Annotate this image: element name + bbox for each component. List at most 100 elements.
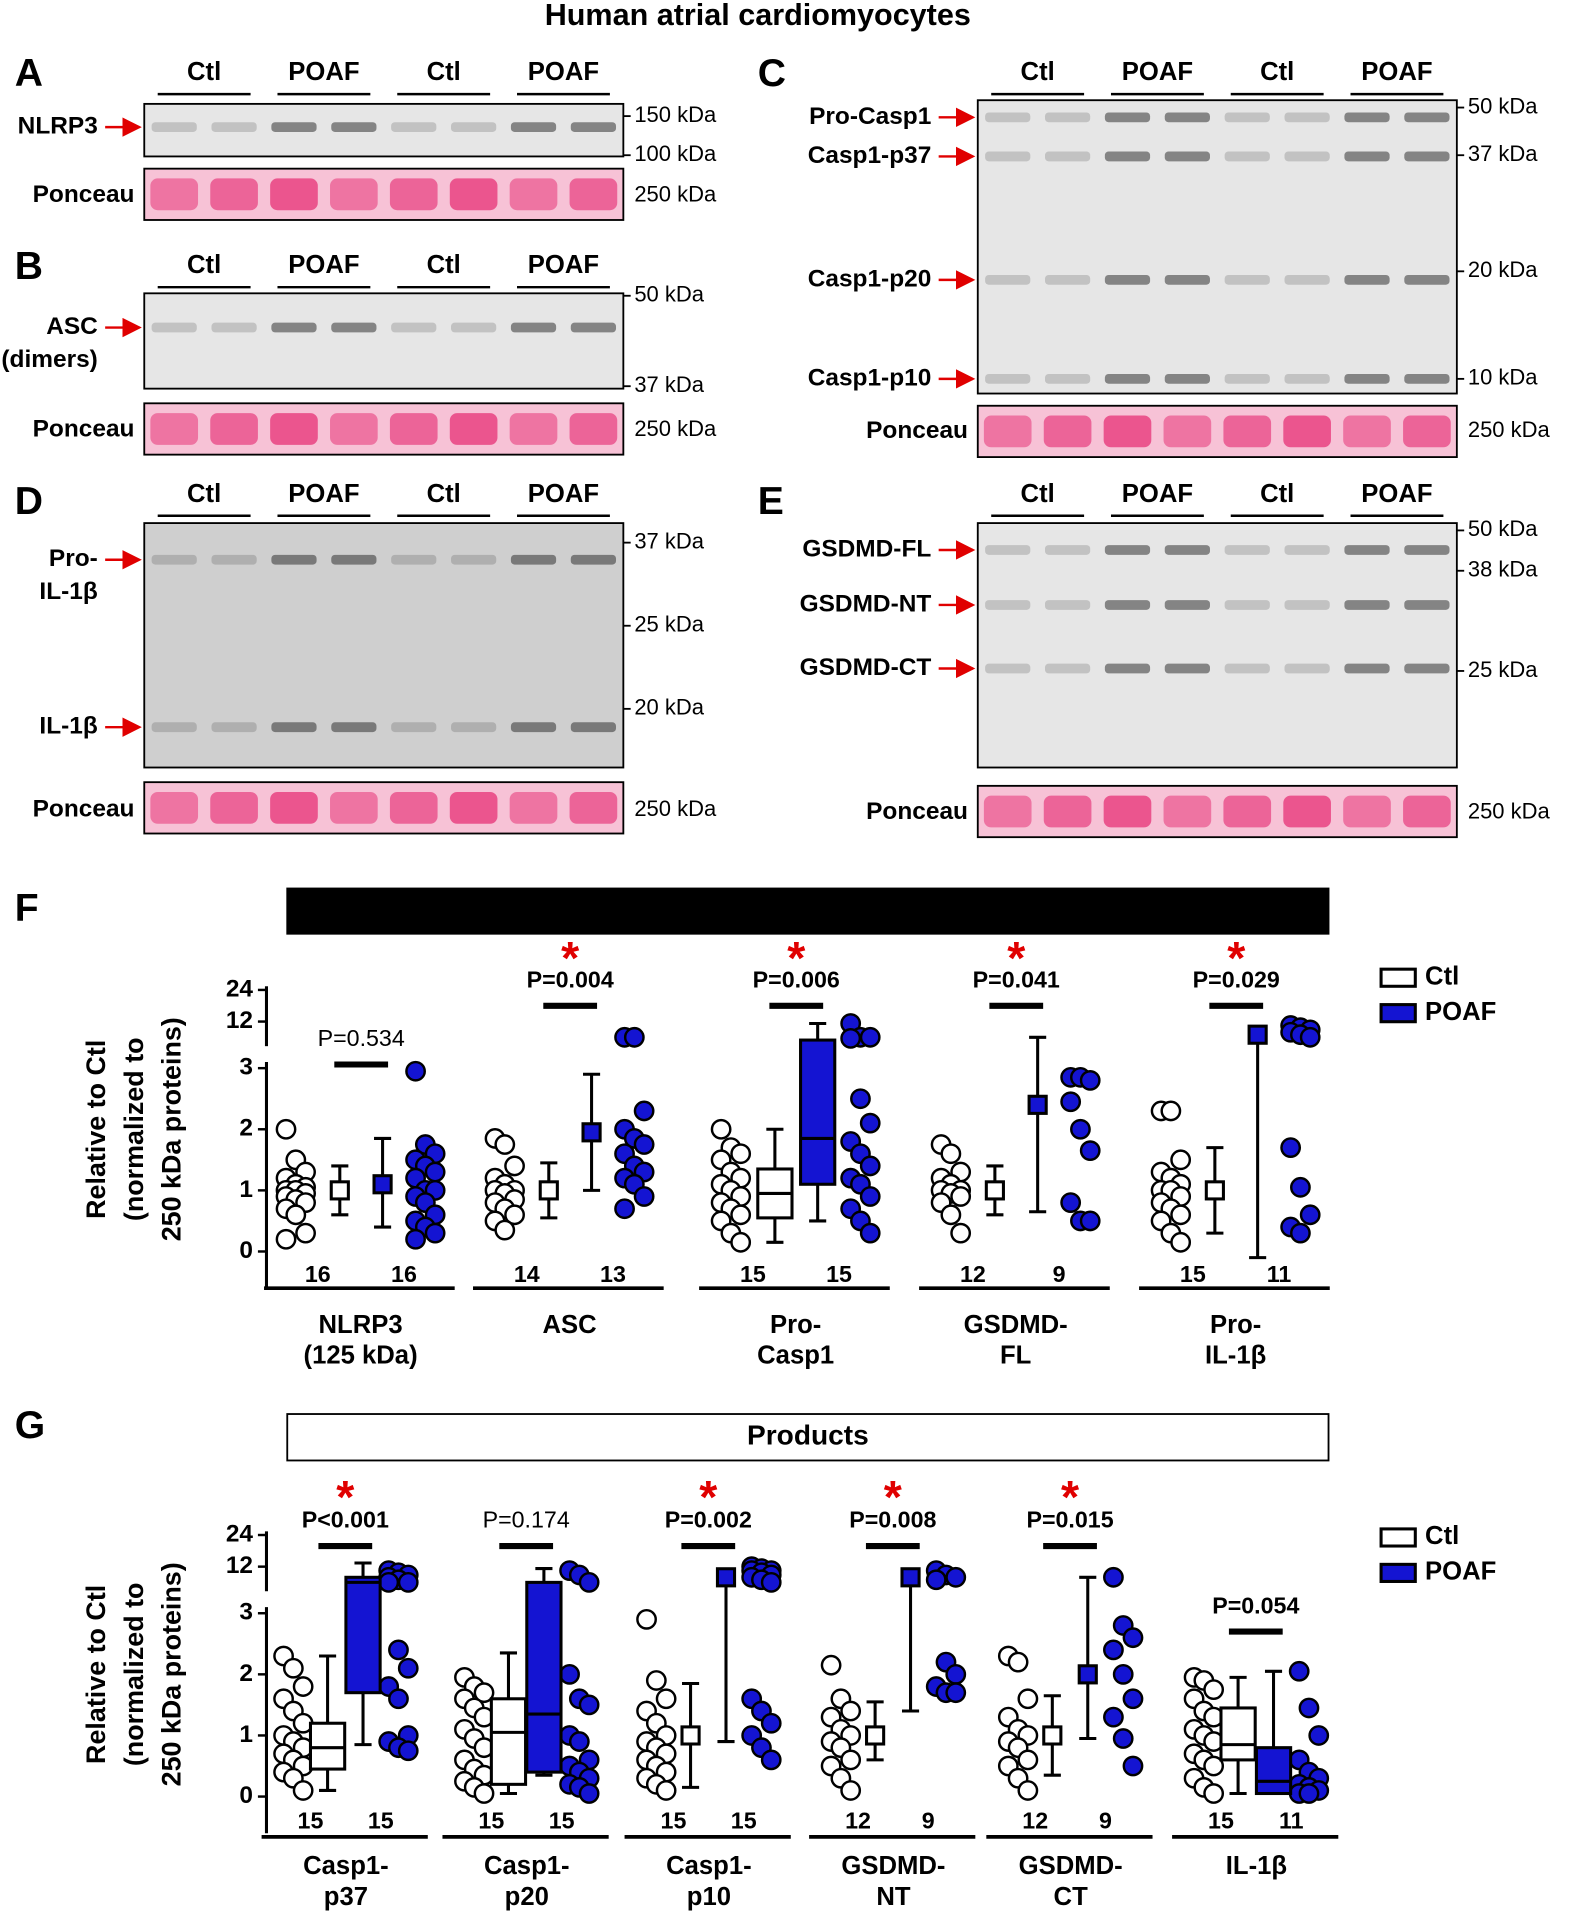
data-point bbox=[1017, 1749, 1039, 1771]
group-label: NT bbox=[876, 1883, 911, 1911]
data-point bbox=[292, 1676, 314, 1697]
n-label: 12 bbox=[1022, 1807, 1048, 1833]
blot-band bbox=[1284, 373, 1330, 384]
p-value: P=0.041 bbox=[973, 967, 1060, 993]
loading-label: Ponceau bbox=[33, 796, 135, 823]
data-point bbox=[1079, 1140, 1101, 1162]
data-point bbox=[730, 1204, 752, 1226]
lane-header: Ctl bbox=[1021, 58, 1055, 86]
blot-band bbox=[510, 322, 557, 333]
ponceau-lane bbox=[1163, 415, 1212, 448]
y-axis-label: 250 kDa proteins) bbox=[157, 1017, 187, 1241]
blot-band bbox=[451, 554, 497, 565]
blot-band bbox=[1284, 663, 1330, 674]
blot-band bbox=[985, 112, 1031, 123]
data-point bbox=[710, 1118, 732, 1140]
blot-band bbox=[1224, 373, 1270, 384]
blot-band bbox=[1104, 600, 1151, 610]
data-point bbox=[950, 1222, 972, 1244]
data-point bbox=[840, 1027, 862, 1049]
data-point bbox=[1290, 1222, 1311, 1244]
blot-band bbox=[1284, 600, 1330, 610]
data-point bbox=[388, 1639, 409, 1661]
lane-header: POAF bbox=[528, 480, 599, 508]
significance-star: * bbox=[787, 932, 806, 984]
data-point bbox=[1308, 1725, 1330, 1746]
data-point bbox=[760, 1712, 782, 1734]
data-point bbox=[614, 1198, 635, 1220]
y-tick-label: 3 bbox=[239, 1599, 253, 1626]
ponceau-lane bbox=[1223, 795, 1272, 828]
group-label: Casp1- bbox=[484, 1852, 570, 1880]
data-point bbox=[633, 1186, 655, 1207]
blot-band bbox=[1344, 151, 1390, 162]
mean-marker bbox=[538, 1180, 559, 1201]
blot-band bbox=[1224, 663, 1270, 674]
blot-band bbox=[1224, 545, 1270, 555]
data-point bbox=[945, 1663, 967, 1685]
n-label: 16 bbox=[305, 1261, 331, 1287]
blot-band bbox=[1104, 151, 1151, 162]
mean-marker bbox=[1042, 1725, 1063, 1746]
lane-header: POAF bbox=[1122, 58, 1193, 86]
blot-band bbox=[985, 663, 1031, 674]
n-label: 16 bbox=[391, 1261, 417, 1287]
blot-band bbox=[1224, 274, 1270, 285]
data-point bbox=[405, 1228, 426, 1250]
size-marker: 20 kDa bbox=[634, 695, 704, 720]
n-label: 15 bbox=[298, 1807, 324, 1833]
lane-header: POAF bbox=[528, 58, 599, 86]
blot-band bbox=[1164, 151, 1210, 162]
blot-band bbox=[451, 122, 497, 132]
data-point bbox=[760, 1571, 782, 1593]
panel-letter: A bbox=[15, 52, 43, 95]
data-point bbox=[378, 1571, 400, 1593]
data-point bbox=[494, 1219, 516, 1241]
data-point bbox=[397, 1740, 419, 1762]
data-point bbox=[1170, 1149, 1192, 1171]
y-tick-label: 12 bbox=[226, 1552, 253, 1579]
data-point bbox=[945, 1566, 967, 1588]
blot-band bbox=[391, 122, 437, 132]
legend-label: POAF bbox=[1425, 1558, 1496, 1586]
data-point bbox=[1280, 1137, 1302, 1158]
data-point bbox=[504, 1204, 525, 1226]
data-point bbox=[859, 1026, 881, 1048]
data-point bbox=[1160, 1100, 1182, 1122]
data-point bbox=[578, 1694, 600, 1716]
mean-marker bbox=[865, 1725, 886, 1746]
band-label: GSDMD-CT bbox=[800, 654, 932, 681]
legend-swatch bbox=[1379, 1003, 1417, 1024]
blot-band bbox=[570, 554, 617, 565]
size-marker: 37 kDa bbox=[1468, 141, 1538, 166]
blot-band bbox=[1344, 545, 1390, 555]
group-label: IL-1β bbox=[1205, 1341, 1266, 1369]
blot-band bbox=[1044, 545, 1091, 555]
blot-image bbox=[976, 522, 1458, 769]
data-point bbox=[473, 1783, 495, 1804]
data-point bbox=[633, 1100, 655, 1122]
blot-image bbox=[143, 292, 625, 390]
ponceau-lane bbox=[1103, 795, 1152, 828]
ponceau-lane bbox=[389, 791, 438, 824]
data-point bbox=[578, 1783, 600, 1804]
y-axis-label: Relative to Ctl bbox=[81, 1040, 111, 1219]
data-point bbox=[1298, 1697, 1320, 1719]
p-value: P=0.174 bbox=[483, 1507, 570, 1533]
section-banner bbox=[286, 1413, 1330, 1462]
n-label: 13 bbox=[600, 1261, 626, 1287]
blot-band bbox=[151, 122, 197, 132]
n-label: 15 bbox=[549, 1807, 575, 1833]
data-point bbox=[950, 1186, 972, 1207]
size-marker: 150 kDa bbox=[634, 102, 717, 127]
lane-header: POAF bbox=[1361, 58, 1432, 86]
p-value: P=0.015 bbox=[1026, 1507, 1113, 1533]
group-label: p10 bbox=[687, 1883, 731, 1911]
data-point bbox=[504, 1155, 525, 1177]
group-label: Pro- bbox=[1210, 1311, 1261, 1339]
ponceau-lane bbox=[449, 791, 498, 824]
legend-label: POAF bbox=[1425, 998, 1496, 1026]
n-label: 15 bbox=[740, 1261, 766, 1287]
panel-letter: E bbox=[758, 480, 784, 523]
